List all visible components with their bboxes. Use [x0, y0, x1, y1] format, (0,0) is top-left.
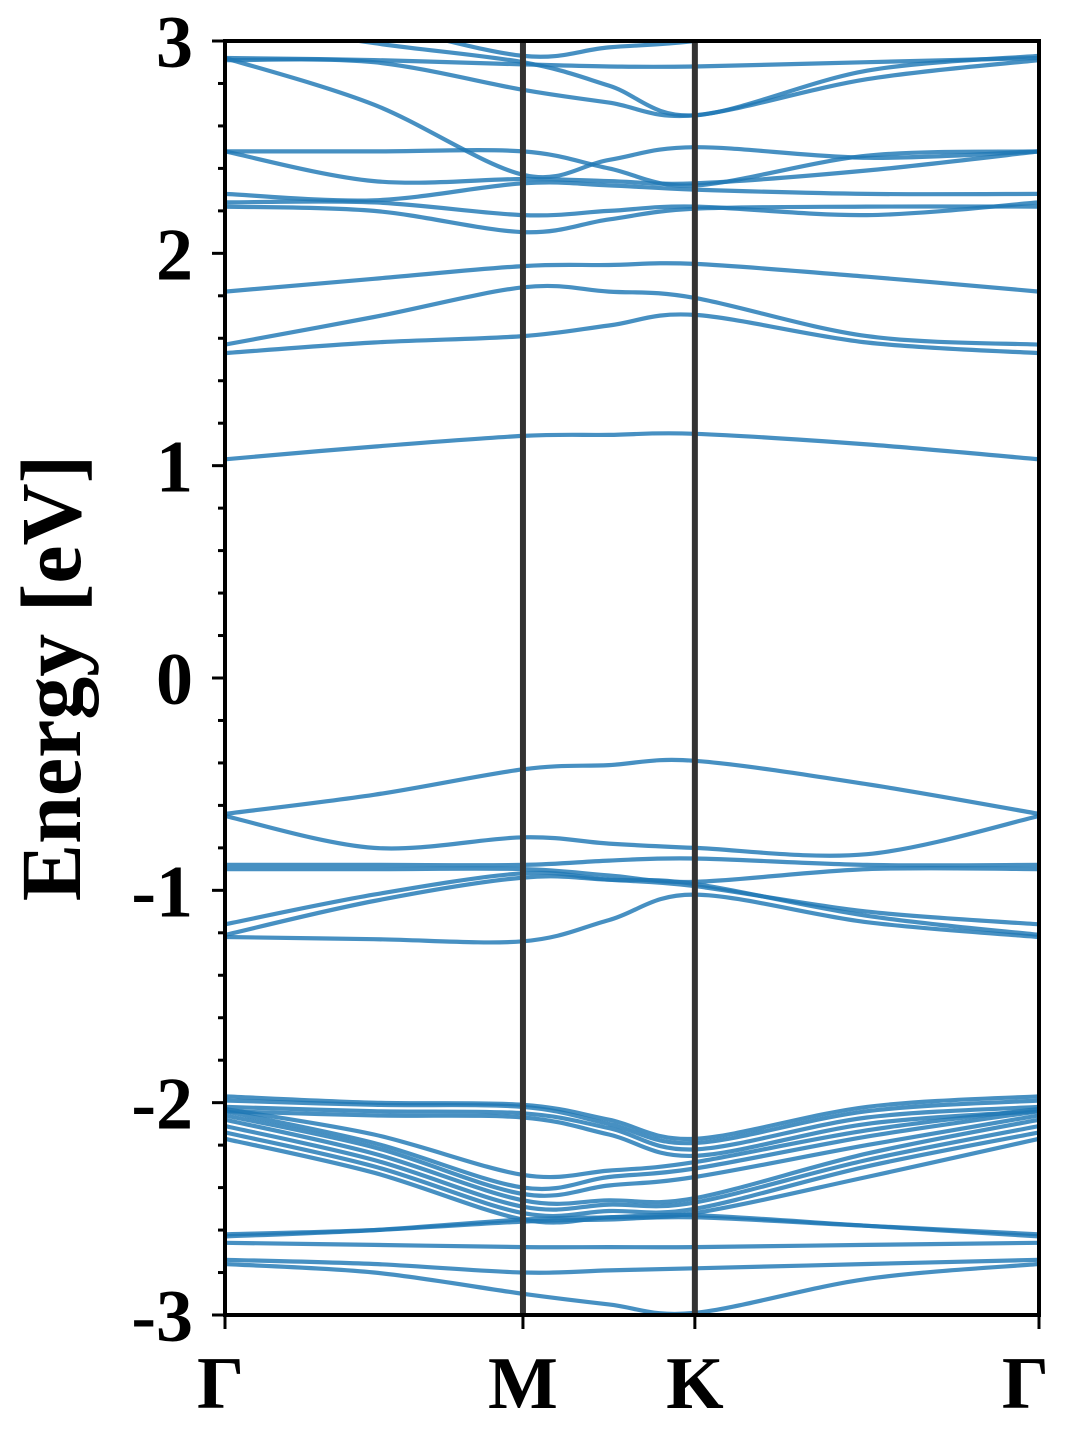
band-line-13 — [225, 1109, 1039, 1158]
kpoint-dividers — [519, 41, 698, 1315]
band-line-2 — [225, 1257, 1039, 1275]
band-line-14 — [225, 1104, 1039, 1152]
band-line-20 — [225, 866, 1039, 885]
band-line-19 — [225, 870, 1039, 927]
y-tick-label: -2 — [131, 1064, 193, 1146]
y-ticks: 3 2 1 0 -1 -2 -3 — [131, 2, 225, 1358]
bands-layer — [225, 41, 1039, 1315]
band-line-27 — [225, 261, 1039, 294]
y-tick-label: 2 — [156, 214, 193, 296]
band-line-25 — [225, 312, 1039, 356]
band-line-22 — [225, 813, 1039, 858]
band-line-31 — [225, 149, 1039, 186]
y-tick-label: -3 — [131, 1276, 193, 1358]
y-tick-label: 3 — [156, 2, 193, 84]
x-tick-label: Γ — [1002, 1343, 1049, 1425]
band-line-37 — [438, 41, 714, 59]
y-tick-label: 0 — [156, 639, 193, 721]
y-tick-label: 1 — [156, 427, 193, 509]
x-tick-label: Γ — [197, 1343, 244, 1425]
band-line-17 — [225, 892, 1039, 945]
y-axis-label: Energy [eV] — [3, 455, 99, 902]
band-line-32 — [225, 148, 1039, 188]
band-line-23 — [225, 757, 1039, 816]
band-line-3 — [225, 1240, 1039, 1250]
band-line-12 — [225, 1106, 1039, 1180]
band-line-16 — [225, 1094, 1039, 1142]
band-line-7 — [225, 1130, 1039, 1219]
band-line-8 — [225, 1123, 1039, 1212]
band-line-1 — [225, 1261, 1039, 1315]
band-line-9 — [225, 1117, 1039, 1206]
band-line-21 — [225, 856, 1039, 868]
band-line-24 — [225, 431, 1039, 462]
band-line-33 — [225, 55, 1039, 180]
x-tick-label: K — [666, 1343, 724, 1425]
band-line-6 — [225, 1136, 1039, 1225]
band-line-30 — [225, 180, 1039, 203]
x-tick-label: M — [488, 1343, 558, 1425]
band-line-26 — [225, 283, 1039, 347]
band-line-10 — [225, 1113, 1039, 1198]
band-line-28 — [225, 204, 1039, 235]
band-line-11 — [225, 1109, 1039, 1192]
band-line-36 — [345, 41, 1039, 118]
y-tick-label: -1 — [131, 851, 193, 933]
band-line-35 — [225, 55, 1039, 69]
